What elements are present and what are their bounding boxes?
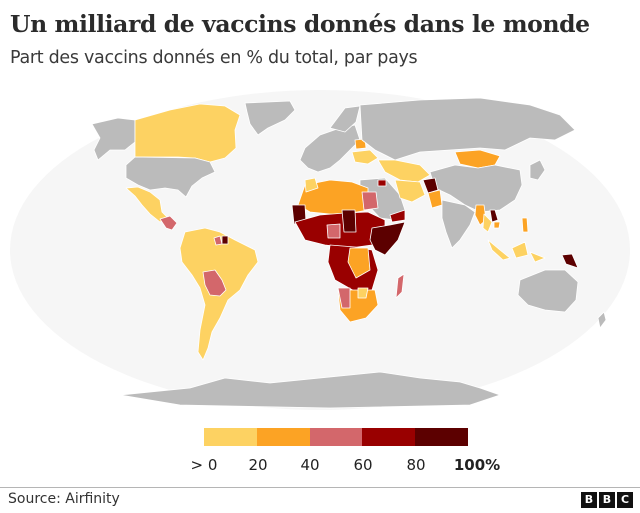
region-chad	[341, 209, 357, 233]
bbc-logo-letter: B	[599, 492, 615, 508]
legend-swatch-60-80	[362, 428, 416, 446]
region-yemen	[389, 209, 406, 223]
region-laos	[489, 209, 499, 223]
region-central-america	[159, 215, 178, 231]
region-usa	[125, 156, 216, 198]
region-bolivia	[202, 269, 227, 297]
legend-swatch-0-20	[204, 428, 257, 446]
bbc-logo-letter: B	[581, 492, 597, 508]
legend-swatch-80-100	[415, 428, 468, 446]
region-alaska	[91, 117, 136, 161]
region-zimbabwe	[357, 287, 369, 299]
bbc-logo-letter: C	[617, 492, 633, 508]
region-syria	[377, 179, 387, 187]
region-australia	[517, 269, 579, 313]
legend-label: 20	[248, 456, 268, 474]
legend-label: 40	[300, 456, 320, 474]
region-greenland	[244, 100, 296, 136]
region-horn-of-africa	[369, 221, 406, 256]
legend-label: 80	[406, 456, 426, 474]
region-png	[561, 253, 579, 269]
region-japan	[529, 159, 546, 181]
region-afghanistan	[422, 177, 439, 194]
page-subtitle: Part des vaccins donnés en % du total, p…	[10, 48, 418, 68]
region-morocco	[304, 177, 319, 193]
page-title: Un milliard de vaccins donnés dans le mo…	[10, 10, 590, 38]
bbc-logo: B B C	[581, 492, 633, 508]
region-cambodia	[493, 221, 501, 229]
footer-divider	[0, 487, 640, 488]
world-map	[10, 90, 630, 410]
region-russia	[359, 97, 576, 161]
legend-label: > 0	[190, 456, 218, 474]
source-credit: Source: Airfinity	[8, 491, 120, 507]
legend-swatch-20-40	[256, 428, 310, 446]
region-drc	[347, 247, 371, 279]
region-antarctica	[119, 371, 501, 409]
region-thailand	[482, 213, 493, 233]
legend-swatch-40-60	[309, 428, 363, 446]
region-philippines	[521, 217, 529, 233]
legend-label: 60	[353, 456, 373, 474]
region-indonesia	[487, 239, 546, 263]
legend-label: 100%	[453, 456, 501, 474]
region-egypt	[361, 191, 379, 211]
region-ukraine	[351, 149, 379, 165]
region-new-zealand	[597, 311, 607, 329]
region-madagascar	[395, 273, 405, 299]
region-central-asia	[377, 159, 431, 183]
region-namibia	[337, 287, 351, 309]
region-scandinavia	[329, 105, 361, 133]
color-legend	[204, 428, 468, 446]
region-china	[429, 164, 523, 213]
region-suriname	[221, 235, 229, 245]
region-canada	[134, 103, 241, 163]
region-india	[441, 199, 476, 249]
region-iran	[394, 179, 426, 203]
legend-labels: > 0 20 40 60 80 100%	[0, 456, 640, 476]
region-nigeria	[326, 223, 341, 239]
